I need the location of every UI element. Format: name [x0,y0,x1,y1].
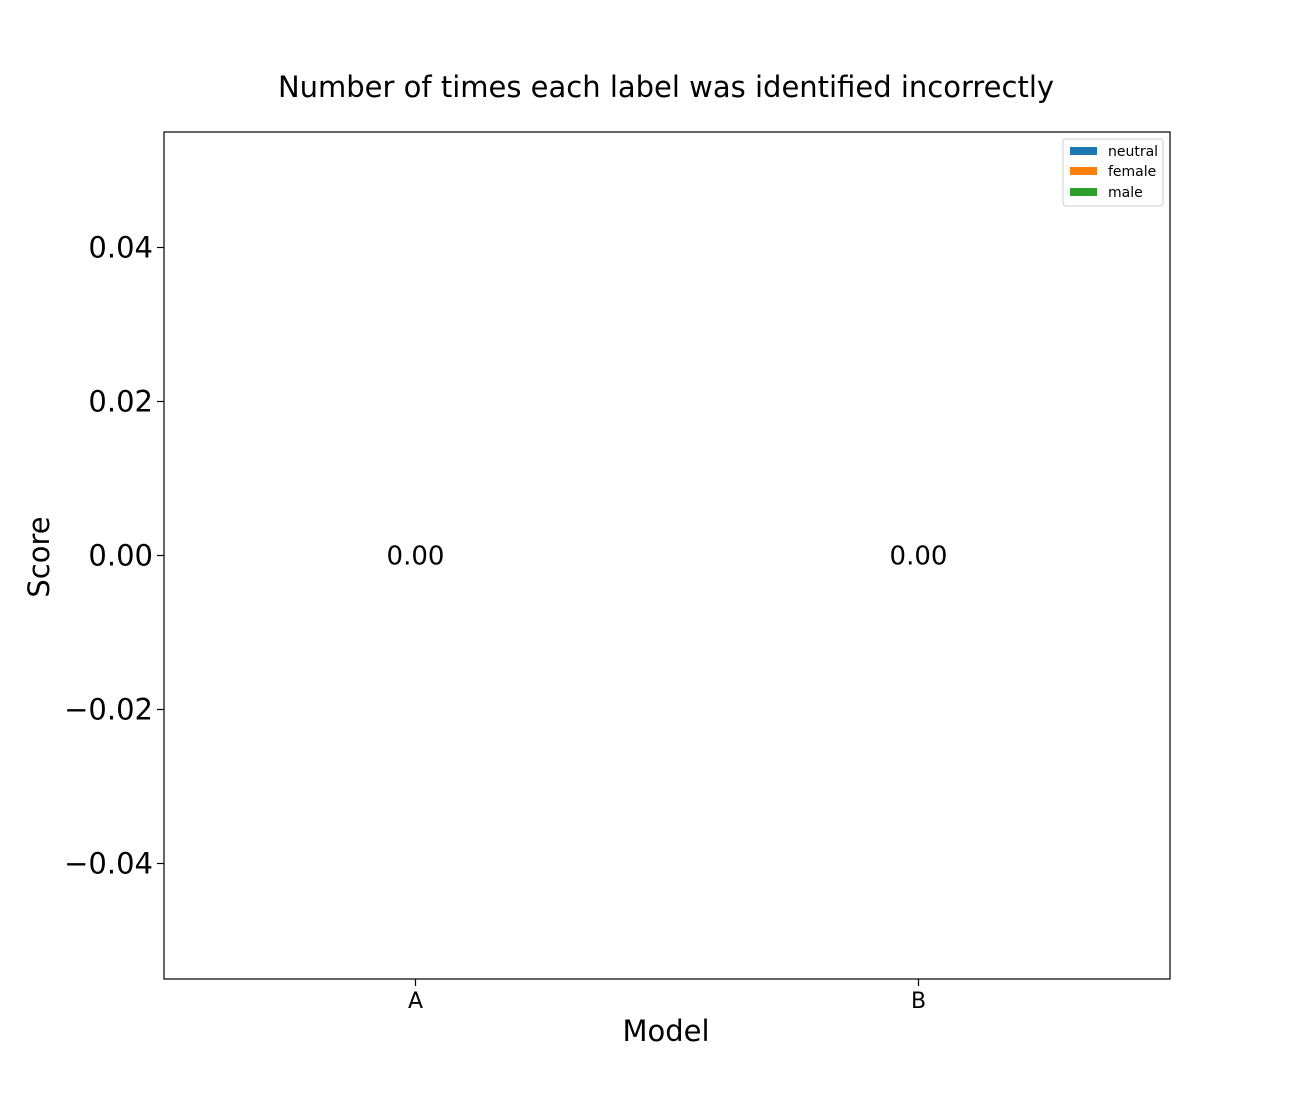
y-tick-label-4: −0.04 [64,847,153,881]
y-tick-label-1: 0.02 [88,385,153,419]
bar-label-A: 0.00 [387,542,445,572]
x-tick-label-A: A [408,989,423,1014]
legend-label-male: male [1108,185,1143,201]
legend-swatch-male [1070,188,1097,196]
chart-title: Number of times each label was identifie… [278,70,1054,104]
y-tick-label-3: −0.02 [64,693,153,727]
bar-label-B: 0.00 [890,542,948,572]
x-tick-label-B: B [911,989,926,1014]
y-axis: 0.04 0.02 0.00 −0.02 −0.04 [64,231,164,881]
legend-label-female: female [1108,164,1156,180]
y-tick-label-0: 0.04 [88,231,153,265]
plot-area [163,131,1171,980]
legend-swatch-neutral [1070,147,1097,155]
legend-label-neutral: neutral [1108,144,1158,160]
legend-swatch-female [1070,167,1097,175]
y-tick-label-2: 0.00 [88,539,153,573]
bar-labels: 0.00 0.00 [387,542,948,572]
legend: neutral female male [1062,138,1164,207]
x-axis-label: Model [622,1014,709,1048]
y-axis-label: Score [22,516,56,597]
